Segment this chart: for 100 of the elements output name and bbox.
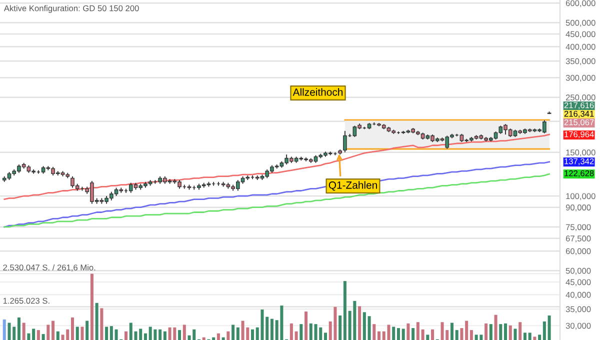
text: 217,616 — [564, 102, 594, 110]
text: Aktive Konfiguration: GD 50 150 200 — [4, 5, 139, 13]
text: 122,628 — [564, 170, 594, 178]
bar — [494, 314, 498, 340]
text: 216,341 — [564, 110, 594, 118]
bar — [2, 319, 6, 340]
bar — [343, 281, 346, 340]
y-tick-label: 600,000 — [566, 0, 596, 8]
bar — [484, 323, 488, 340]
bar — [392, 326, 396, 340]
annotation: Q1-Zahlen — [328, 181, 377, 191]
bar — [105, 326, 108, 340]
annotation: Allzeithoch — [292, 88, 343, 96]
y2-tick-label: 30,000 — [566, 322, 591, 330]
bar — [46, 324, 50, 340]
y2-tick-label: 45,000 — [566, 279, 591, 286]
bar — [416, 322, 420, 340]
bar — [421, 329, 424, 340]
bar — [90, 274, 94, 340]
bar — [460, 328, 464, 340]
bar — [548, 315, 551, 340]
bar — [508, 325, 512, 340]
bar — [470, 330, 473, 340]
text: 137,342 — [564, 158, 594, 166]
y-tick-label: 500,000 — [566, 20, 596, 27]
bar — [533, 336, 536, 340]
bar — [450, 322, 454, 340]
bar — [504, 323, 508, 340]
bar — [86, 320, 89, 340]
bar — [17, 317, 20, 340]
bar — [538, 334, 542, 340]
bar — [76, 326, 79, 340]
bar — [523, 332, 526, 340]
bar — [518, 322, 522, 340]
bar — [95, 302, 98, 340]
bar — [362, 312, 366, 340]
bar — [372, 324, 376, 340]
bar — [36, 330, 40, 340]
y-tick-label: 75,000 — [566, 224, 591, 232]
bar — [110, 326, 113, 340]
bar — [158, 329, 162, 340]
bar — [124, 331, 128, 340]
bar — [251, 329, 254, 340]
text: 176,964 — [564, 131, 594, 138]
bar — [52, 320, 55, 340]
bar — [42, 334, 45, 340]
bar — [542, 321, 546, 340]
bar — [70, 317, 74, 340]
bar — [309, 323, 312, 340]
bar — [465, 320, 468, 340]
ref-line-label: 2.530.047 S. / 261,6 Mio. — [3, 264, 96, 272]
y-tick-label: 150,000 — [566, 150, 596, 156]
bar — [182, 324, 186, 340]
y-tick-label: 350,000 — [566, 58, 596, 66]
bar — [489, 324, 492, 340]
text: 215,067 — [564, 119, 594, 126]
bar — [290, 323, 293, 340]
bar — [232, 324, 235, 340]
bar — [202, 337, 206, 340]
bar — [368, 316, 371, 340]
bar — [178, 330, 182, 340]
bar — [431, 329, 434, 340]
y-tick-label: 400,000 — [566, 44, 596, 51]
y2-tick-label: 35,000 — [566, 306, 591, 314]
y-tick-label: 60,000 — [566, 248, 591, 256]
bar — [338, 315, 342, 340]
bar — [222, 337, 225, 340]
bar — [144, 333, 147, 340]
bar — [56, 331, 60, 340]
bar — [22, 322, 26, 340]
y-tick-label: 50,000 — [566, 268, 591, 275]
ref-line-label: 1.265.023 S. — [3, 298, 50, 304]
bar — [163, 331, 166, 340]
y-tick-label: 67,500 — [566, 236, 591, 242]
bar — [80, 326, 84, 340]
bar — [212, 337, 216, 340]
y-tick-label: 100,000 — [566, 193, 596, 200]
bar — [100, 308, 104, 340]
bar — [294, 331, 298, 340]
bar — [499, 324, 502, 340]
bar — [358, 306, 362, 340]
bar — [270, 318, 274, 340]
bar — [426, 334, 430, 340]
bar — [396, 328, 400, 340]
y-tick-label: 90,000 — [566, 204, 591, 212]
bar — [236, 327, 240, 340]
bar — [324, 332, 327, 340]
bar — [216, 333, 220, 340]
bar — [300, 324, 303, 340]
bar — [528, 332, 532, 340]
bar — [32, 328, 36, 340]
y2-tick-label: 40,000 — [566, 292, 591, 299]
y-tick-label: 300,000 — [566, 74, 596, 82]
bar — [402, 328, 405, 340]
bar — [514, 328, 517, 340]
bar — [226, 331, 230, 340]
y-tick-label: 250,000 — [566, 94, 596, 102]
bar — [27, 333, 30, 340]
bar — [455, 330, 458, 340]
bar — [304, 312, 308, 340]
